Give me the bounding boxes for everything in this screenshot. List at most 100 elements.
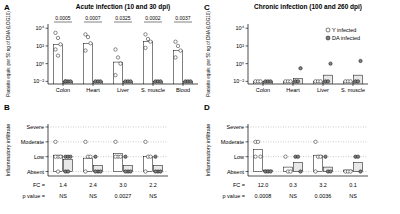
bar [314,155,323,171]
data-point [174,40,177,43]
data-point [84,49,87,52]
data-point [66,170,69,173]
panel-letter: D [204,103,210,112]
p-value: NS [59,193,67,199]
bar [144,157,153,172]
data-point [144,140,147,143]
x-tick-label: Liver [117,87,129,93]
data-point [119,155,122,158]
bar [354,75,363,84]
x-tick [183,84,184,86]
data-point [314,140,317,143]
y-tick-label: Severe [227,124,244,130]
data-point [356,80,359,83]
data-point [149,40,152,43]
data-point [89,42,92,45]
data-point [154,170,157,173]
data-point [356,155,359,158]
y-tick [246,63,249,64]
fc-value: 3.2 [319,182,327,188]
grid-line [248,156,368,157]
data-point [324,155,327,158]
bar [254,149,263,171]
x-tick [323,84,324,86]
fc-label: FC = [33,182,45,188]
data-point [86,35,89,38]
x-tick-label: Liver [317,87,329,93]
p-value: NS [149,193,157,199]
fc-value: 1.4 [59,182,67,188]
data-point [84,140,87,143]
x-axis [248,176,368,177]
fc-label: FC = [233,182,245,188]
data-point [326,80,329,83]
data-point [56,170,59,173]
y-axis [248,124,249,176]
y-tick-label: Low [34,154,44,160]
data-point [129,80,132,83]
y-tick-label: Absent [227,169,245,175]
p-bracket [114,22,132,23]
y-tick [46,81,49,82]
plot-area [54,31,193,84]
y-tick [246,141,249,142]
fc-value: 0.1 [349,182,357,188]
bar [324,75,333,84]
bar [114,62,123,84]
y-axis [248,24,249,84]
data-point [119,62,122,65]
data-point [319,155,322,158]
data-point [144,46,147,49]
x-tick [353,84,354,86]
grid-line [48,141,168,142]
bar [84,158,93,171]
data-point [159,170,162,173]
plot-area [54,140,163,173]
data-point [99,80,102,83]
p-value: 0.0005 [55,15,71,21]
fc-value: 2.2 [149,182,157,188]
data-point [289,80,292,83]
y-tick-label: Moderate [21,139,44,145]
p-bracket [84,22,102,23]
data-point [349,80,352,83]
data-point [129,170,132,173]
p-bracket [54,22,72,23]
data-point [299,170,302,173]
data-point [259,80,262,83]
p-value: NS [289,193,297,199]
x-tick [123,84,124,86]
y-tick-label: 10⁴ [36,25,45,31]
y-tick [246,156,249,157]
y-tick-label: Low [234,154,244,160]
data-point [54,140,57,143]
y-axis-label: Parasite equiv. per 50 ng of DNA (LOG10) [6,11,11,97]
data-point [54,155,57,158]
data-point [59,155,62,158]
y-axis [48,24,49,84]
data-point [146,37,149,40]
y-tick-label: 10⁰ [36,61,45,67]
y-tick [46,126,49,127]
data-point [114,48,117,51]
data-point [94,170,97,173]
title: Chronic infection (100 and 260 dpi) [254,3,362,11]
fc-value: 12.0 [258,182,269,188]
data-point [254,155,257,158]
y-tick-label: Moderate [221,139,244,145]
y-tick-label: Severe [27,124,44,130]
p-value: 0.0002 [145,15,161,21]
x-tick-label: S. muscle [341,87,365,93]
grid-line [248,126,368,127]
p-value: 0.0027 [115,193,132,199]
data-point [56,54,59,57]
data-point [319,80,322,83]
data-point [124,170,127,173]
y-tick-label: 10⁻² [233,78,244,84]
p-value: 0.0008 [255,193,272,199]
grid-line [248,141,368,142]
x-tick [293,84,294,86]
bar [144,42,153,84]
data-point [144,33,147,36]
y-tick [46,141,49,142]
